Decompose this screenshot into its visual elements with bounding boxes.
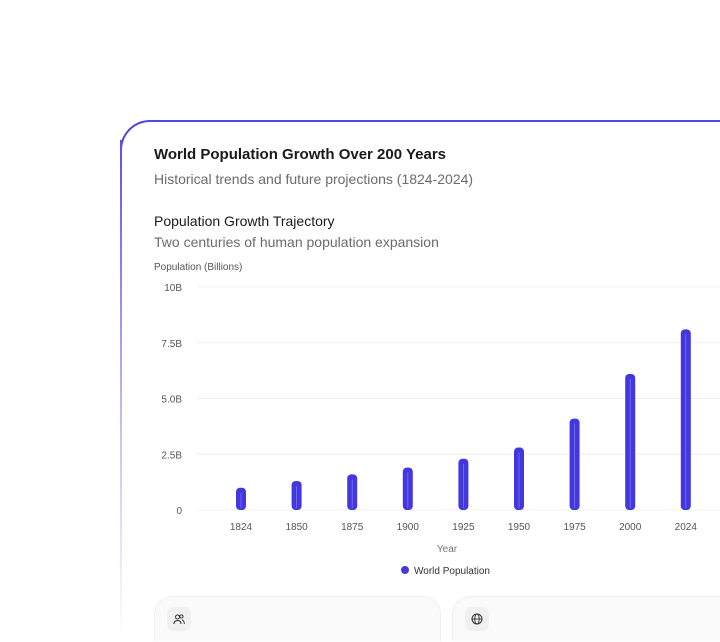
x-tick-label: 1950: [508, 522, 531, 533]
y-tick-label: 5.0B: [161, 395, 182, 406]
y-tick-label: 7.5B: [161, 339, 182, 350]
chart-card: [121, 120, 720, 642]
y-tick-label: 0: [176, 506, 182, 517]
page-subtitle: Historical trends and future projections…: [154, 171, 474, 187]
legend-label[interactable]: World Population: [414, 566, 490, 577]
x-tick-label: 2024: [675, 522, 698, 533]
page-title: World Population Growth Over 200 Years: [154, 146, 447, 163]
y-tick-label: 2.5B: [161, 450, 182, 461]
y-axis-label: Population (Billions): [154, 262, 242, 273]
legend-swatch: [401, 566, 409, 574]
chart-title: Population Growth Trajectory: [154, 213, 335, 229]
card-left-border: [120, 140, 122, 642]
x-axis-label: Year: [437, 544, 458, 555]
card-border: [150, 120, 720, 122]
globe-icon: [465, 607, 489, 631]
chart-subtitle: Two centuries of human population expans…: [154, 234, 439, 250]
x-tick-label: 1850: [285, 522, 308, 533]
x-tick-label: 2000: [619, 522, 642, 533]
y-tick-label: 10B: [164, 283, 182, 294]
x-tick-label: 1975: [563, 522, 586, 533]
x-tick-label: 1925: [452, 522, 475, 533]
x-tick-label: 1875: [341, 522, 364, 533]
x-tick-label: 1824: [230, 522, 253, 533]
stat-card-population: [154, 596, 441, 641]
users-icon: [167, 607, 191, 631]
stat-card-world: [452, 596, 720, 641]
bar-chart: Population (Billions) Year World Populat…: [154, 262, 720, 577]
x-tick-label: 1900: [397, 522, 420, 533]
